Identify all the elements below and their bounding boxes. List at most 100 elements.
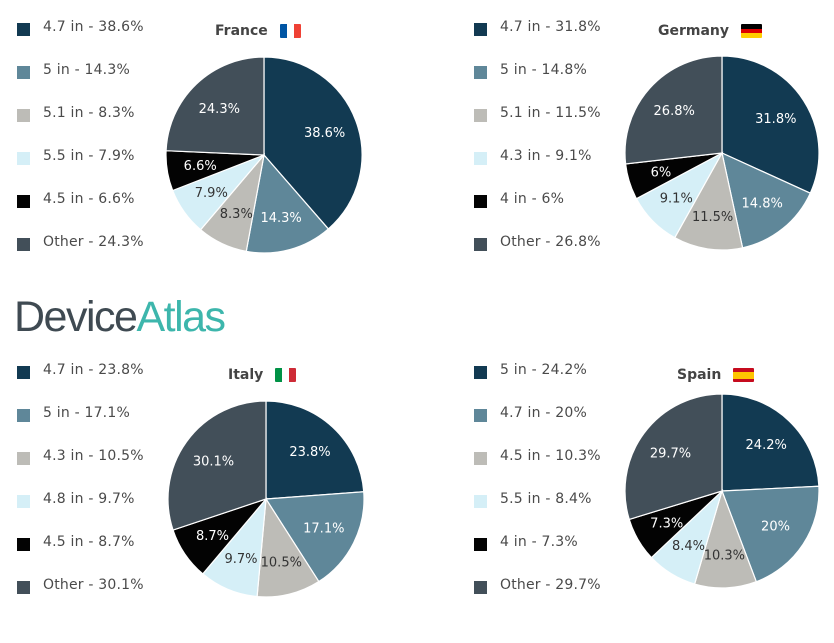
legend-swatch [474, 409, 487, 422]
legend-swatch [474, 152, 487, 165]
legend-swatch [17, 581, 30, 594]
legend-swatch [17, 452, 30, 465]
legend-swatch [474, 23, 487, 36]
legend-swatch [474, 366, 487, 379]
legend-swatch [474, 109, 487, 122]
legend-swatch [17, 538, 30, 551]
slice-label: 7.3% [650, 517, 683, 532]
legend-item: 5.5 in - 8.4% [474, 491, 601, 534]
legend-item: 4.5 in - 6.6% [17, 191, 144, 234]
legend-label: Other - 24.3% [43, 234, 144, 250]
legend-label: 4.7 in - 23.8% [43, 362, 144, 378]
legend-label: 5 in - 24.2% [500, 362, 587, 378]
legend-swatch [17, 66, 30, 79]
legend-item: 4.3 in - 9.1% [474, 148, 601, 191]
legend-item: 4.5 in - 8.7% [17, 534, 144, 577]
slice-label: 24.3% [199, 102, 240, 117]
legend-item: Other - 29.7% [474, 577, 601, 620]
legend-item: 4 in - 7.3% [474, 534, 601, 577]
legend-swatch [17, 152, 30, 165]
legend: 4.7 in - 31.8% 5 in - 14.8% 5.1 in - 11.… [474, 19, 601, 277]
chart-italy: 4.7 in - 23.8% 5 in - 17.1% 4.3 in - 10.… [0, 343, 417, 643]
slice-label: 31.8% [755, 112, 796, 127]
legend-label: 4.7 in - 31.8% [500, 19, 601, 35]
legend-label: 4.7 in - 20% [500, 405, 587, 421]
legend-label: Other - 29.7% [500, 577, 601, 593]
logo-word-device: Device [14, 293, 138, 341]
pie-slice [624, 393, 723, 521]
slice-label: 6% [651, 166, 672, 181]
legend-swatch [17, 409, 30, 422]
slice-label: 30.1% [193, 455, 234, 470]
germany-flag-icon [741, 24, 763, 38]
legend-label: 4.3 in - 9.1% [500, 148, 592, 164]
pie-chart: 24.2% 20% 10.3%8.4% 7.3% 29.7% [624, 393, 820, 589]
legend-label: 4.5 in - 8.7% [43, 534, 135, 550]
legend-label: 4.8 in - 9.7% [43, 491, 135, 507]
legend-item: 5.1 in - 11.5% [474, 105, 601, 148]
legend-item: 5 in - 14.8% [474, 62, 601, 105]
legend-item: 4.7 in - 23.8% [17, 362, 144, 405]
slice-label: 20% [761, 520, 790, 535]
legend: 4.7 in - 38.6% 5 in - 14.3% 5.1 in - 8.3… [17, 19, 144, 277]
legend-swatch [17, 366, 30, 379]
legend-label: 4.7 in - 38.6% [43, 19, 144, 35]
logo-word-atlas: Atlas [136, 293, 226, 341]
slice-label: 14.3% [260, 211, 301, 226]
legend-label: 4.3 in - 10.5% [43, 448, 144, 464]
legend-item: Other - 30.1% [17, 577, 144, 620]
legend-label: 5.5 in - 8.4% [500, 491, 592, 507]
slice-label: 23.8% [289, 445, 330, 460]
chart-title: France [215, 23, 301, 39]
chart-title: Spain [677, 367, 755, 383]
slice-label: 7.9% [195, 186, 228, 201]
legend-label: Other - 26.8% [500, 234, 601, 250]
pie-slice [165, 56, 265, 156]
france-flag-icon [279, 24, 301, 38]
slice-label: 26.8% [654, 104, 695, 119]
legend-label: 5.5 in - 7.9% [43, 148, 135, 164]
legend-label: 5.1 in - 8.3% [43, 105, 135, 121]
slice-label: 6.6% [184, 159, 217, 174]
legend: 4.7 in - 23.8% 5 in - 17.1% 4.3 in - 10.… [17, 362, 144, 620]
chart-spain: 5 in - 24.2% 4.7 in - 20% 4.5 in - 10.3%… [417, 343, 834, 643]
slice-label: 17.1% [303, 521, 344, 536]
legend-label: 4.5 in - 10.3% [500, 448, 601, 464]
slice-label: 9.7% [224, 552, 257, 567]
legend-item: Other - 26.8% [474, 234, 601, 277]
pie-slice [263, 56, 363, 230]
legend-label: 5 in - 14.8% [500, 62, 587, 78]
pie-chart: 23.8% 17.1% 10.5% 9.7% 8.7% 30.1% [167, 400, 365, 598]
legend-swatch [474, 452, 487, 465]
country-name: Germany [658, 23, 730, 39]
italy-flag-icon [275, 368, 297, 382]
slice-label: 10.5% [261, 555, 302, 570]
legend-item: 4.7 in - 31.8% [474, 19, 601, 62]
slice-label: 11.5% [692, 210, 733, 225]
legend-item: 5 in - 17.1% [17, 405, 144, 448]
pie-chart: 38.6% 14.3% 8.3% 7.9% 6.6% 24.3% [165, 56, 363, 254]
chart-germany: 4.7 in - 31.8% 5 in - 14.8% 5.1 in - 11.… [417, 0, 834, 300]
country-name: France [215, 23, 268, 39]
pie-slice [673, 151, 744, 251]
legend-swatch [474, 66, 487, 79]
country-name: Spain [677, 367, 722, 383]
legend-item: 5.5 in - 7.9% [17, 148, 144, 191]
pie-slice [721, 151, 812, 249]
legend-label: 4 in - 6% [500, 191, 565, 207]
slice-label: 14.8% [742, 196, 783, 211]
pie-chart: 31.8% 14.8% 11.5% 9.1% 6% 26.8% [624, 55, 820, 251]
legend-item: 5 in - 14.3% [17, 62, 144, 105]
legend-item: 4.5 in - 10.3% [474, 448, 601, 491]
slice-label: 10.3% [704, 549, 745, 564]
legend-item: 5.1 in - 8.3% [17, 105, 144, 148]
chart-title: Italy [228, 367, 297, 383]
legend-label: 5.1 in - 11.5% [500, 105, 601, 121]
deviceatlas-logo: DeviceAtlas [14, 293, 226, 341]
legend-item: 4.8 in - 9.7% [17, 491, 144, 534]
legend-swatch [474, 581, 487, 594]
pie-slice [265, 400, 365, 500]
pie-slice [721, 55, 820, 194]
slice-label: 9.1% [660, 191, 693, 206]
slice-label: 8.4% [672, 539, 705, 554]
